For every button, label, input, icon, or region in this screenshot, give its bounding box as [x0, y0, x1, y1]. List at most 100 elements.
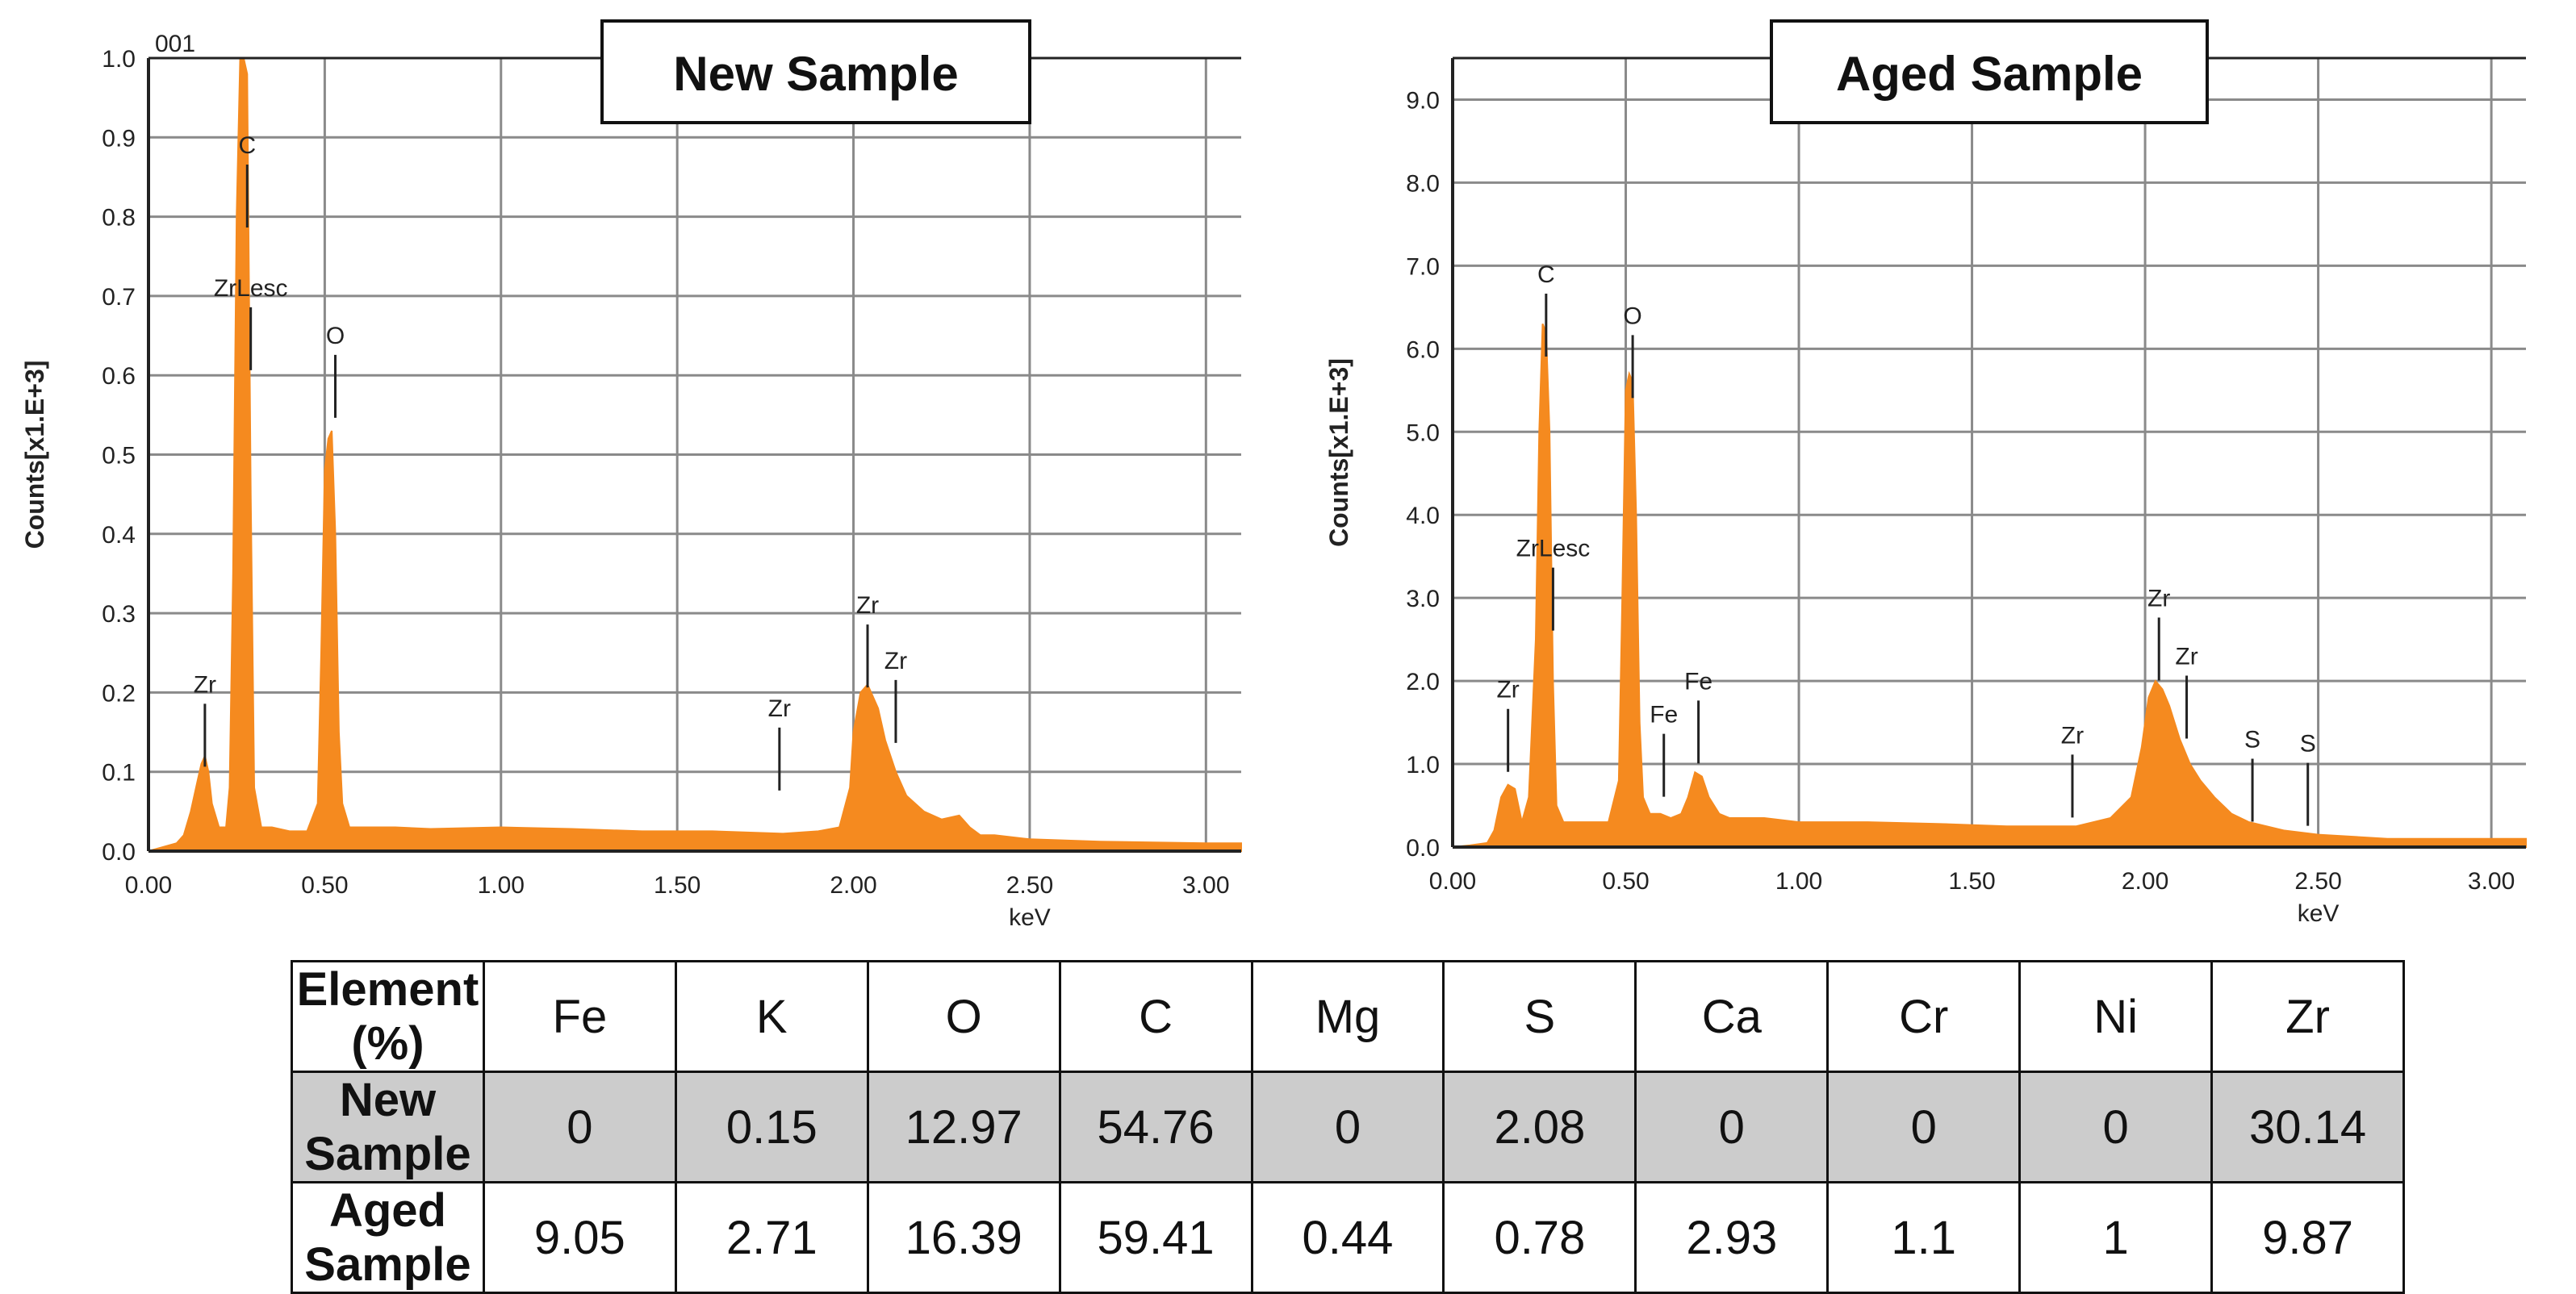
table-cell: 54.76 — [1058, 1071, 1253, 1183]
y-tick-label: 0.2 — [102, 680, 136, 707]
y-tick-label: 0.7 — [102, 284, 136, 311]
peak-label: Fe — [1650, 702, 1678, 728]
table-cell: 0 — [1826, 1071, 2022, 1183]
spectrum-area — [1452, 324, 2527, 848]
y-tick-label: 0.0 — [1406, 835, 1440, 862]
y-tick-label: 0.1 — [102, 760, 136, 787]
table-cell: 0.78 — [1442, 1181, 1637, 1294]
table-cell: 2.71 — [674, 1181, 869, 1294]
table-header-row: Element (%) Fe K O C Mg S Ca Cr Ni Zr — [291, 960, 2405, 1073]
charts-area: 0.00 0.50 1.00 1.50 2.00 2.50 3.00 0.0 0.1 0.2 0.3… — [20, 19, 2527, 931]
y-tick-label: 1.0 — [1406, 752, 1440, 778]
table-cell: 1 — [2018, 1181, 2214, 1294]
y-tick-label: 0.9 — [102, 125, 136, 152]
spectrum-area — [148, 57, 1242, 852]
y-axis-label: Counts[x1.E+3] — [1324, 358, 1353, 547]
table-cell: 2.93 — [1634, 1181, 1830, 1294]
table-cell: 9.05 — [482, 1181, 677, 1294]
chart-title-box — [1770, 19, 2209, 124]
row-label: Aged Sample — [291, 1181, 485, 1294]
x-tick-label: 2.50 — [1006, 872, 1053, 899]
y-axis-label: Counts[x1.E+3] — [20, 361, 49, 549]
chart-title: New Sample — [673, 47, 958, 101]
y-tick-label: 0.3 — [102, 601, 136, 628]
y-tick-label: 9.0 — [1406, 87, 1440, 114]
x-axis-label: keV — [1009, 904, 1051, 931]
y-tick-label: 6.0 — [1406, 336, 1440, 363]
y-tick-label: 7.0 — [1406, 253, 1440, 280]
peak-label: Fe — [1684, 668, 1712, 695]
x-tick-label: 3.00 — [2468, 868, 2515, 895]
table-cell: 2.08 — [1442, 1071, 1637, 1183]
x-tick-label: 2.00 — [830, 872, 876, 899]
y-tick-label: 0.0 — [102, 839, 136, 866]
peak-label: C — [238, 132, 256, 159]
x-tick-label: 0.00 — [125, 872, 172, 899]
x-tick-label: 2.50 — [2294, 868, 2341, 895]
peak-label: Zr — [2175, 644, 2198, 670]
y-tick-label: 4.0 — [1406, 503, 1440, 529]
table-header-cell: K — [674, 960, 869, 1073]
table-cell: 16.39 — [866, 1181, 1061, 1294]
peak-label: Zr — [856, 592, 879, 619]
table-cell: 0 — [482, 1071, 677, 1183]
y-tick-label: 2.0 — [1406, 669, 1440, 695]
x-tick-label: 0.50 — [1602, 868, 1649, 895]
x-tick-label: 2.00 — [2122, 868, 2168, 895]
peak-label: Zr — [194, 671, 216, 698]
x-tick-label: 1.00 — [478, 872, 525, 899]
peak-label: O — [326, 323, 345, 349]
peak-label: S — [2244, 726, 2260, 753]
peak-label: Zr — [2147, 585, 2170, 612]
table-row-new-sample: New Sample 0 0.15 12.97 54.76 0 2.08 0 0… — [291, 1071, 2405, 1183]
y-tick-label: 5.0 — [1406, 420, 1440, 446]
chart-new-sample: 0.00 0.50 1.00 1.50 2.00 2.50 3.00 0.0 0.1 0.2 0.3… — [20, 19, 1242, 931]
table-header-cell: S — [1442, 960, 1637, 1073]
peak-label: O — [1623, 303, 1641, 329]
table-cell: 0.44 — [1250, 1181, 1445, 1294]
table-cell: 0 — [1250, 1071, 1445, 1183]
x-tick-label: 0.50 — [301, 872, 348, 899]
x-axis-label: keV — [2298, 900, 2340, 927]
table-header-cell: Ca — [1634, 960, 1830, 1073]
table-header-cell: Fe — [482, 960, 677, 1073]
table-cell: 0.15 — [674, 1071, 869, 1183]
table-header-cell: Element (%) — [291, 960, 485, 1073]
table-cell: 59.41 — [1058, 1181, 1253, 1294]
peak-label: ZrLesc — [1516, 536, 1591, 562]
y-tick-label: 0.4 — [102, 522, 136, 549]
y-tick-label: 0.5 — [102, 443, 136, 470]
x-tick-label: 1.50 — [654, 872, 700, 899]
spectrum-id-label: 001 — [155, 31, 195, 57]
x-tick-label: 1.50 — [1948, 868, 1995, 895]
y-tick-label: 8.0 — [1406, 170, 1440, 197]
y-tick-label: 1.0 — [102, 46, 136, 73]
row-label: New Sample — [291, 1071, 485, 1183]
peak-label: Zr — [1496, 677, 1519, 703]
chart-title: Aged Sample — [1836, 47, 2143, 101]
peak-label: C — [1537, 261, 1555, 288]
table-header-cell: Mg — [1250, 960, 1445, 1073]
table-row-aged-sample: Aged Sample 9.05 2.71 16.39 59.41 0.44 0… — [291, 1181, 2405, 1294]
chart-title-box — [600, 19, 1031, 124]
x-tick-label: 0.00 — [1429, 868, 1476, 895]
table-cell: 12.97 — [866, 1071, 1061, 1183]
y-tick-label: 0.6 — [102, 363, 136, 390]
peak-label: Zr — [768, 695, 791, 722]
x-tick-label: 1.00 — [1775, 868, 1822, 895]
table-header-cell: C — [1058, 960, 1253, 1073]
peak-label: Zr — [884, 648, 907, 674]
chart-aged-sample: 0.00 0.50 1.00 1.50 2.00 2.50 3.00 0.0 1.0 2.0 3.0… — [1324, 19, 2527, 927]
x-tick-label: 3.00 — [1182, 872, 1229, 899]
table-cell: 9.87 — [2210, 1181, 2405, 1294]
table-cell: 1.1 — [1826, 1181, 2022, 1294]
table-header-cell: Ni — [2018, 960, 2214, 1073]
y-tick-label: 0.8 — [102, 205, 136, 232]
table-cell: 0 — [2018, 1071, 2214, 1183]
table-cell: 0 — [1634, 1071, 1830, 1183]
element-composition-table: Element (%) Fe K O C Mg S Ca Cr Ni Zr Ne… — [291, 960, 2405, 1294]
peak-label: ZrLesc — [214, 275, 288, 302]
table-header-cell: O — [866, 960, 1061, 1073]
y-tick-label: 3.0 — [1406, 586, 1440, 612]
table-header-cell: Zr — [2210, 960, 2405, 1073]
